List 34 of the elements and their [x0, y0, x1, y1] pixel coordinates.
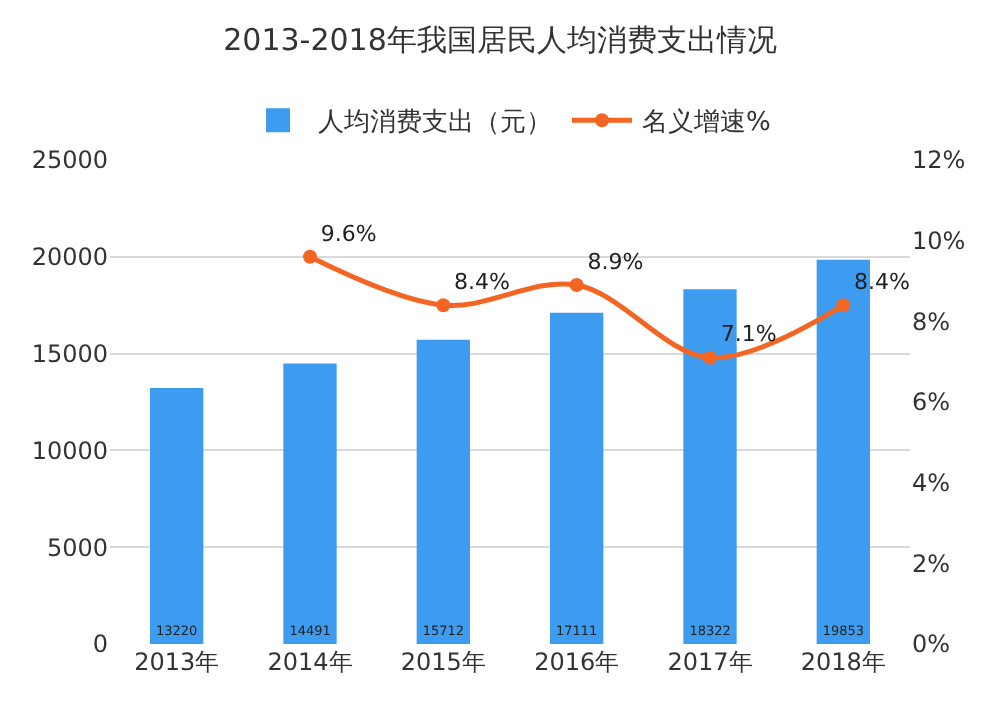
y-tick-label: 10000: [31, 436, 108, 465]
point: [303, 249, 317, 264]
x-tick-label: 2014年: [267, 648, 353, 676]
y-tick-label: 15000: [31, 340, 108, 368]
bar: [150, 388, 204, 644]
legend-label: 人均消费支出（元）: [318, 108, 552, 139]
data-label: 8.9%: [587, 248, 644, 275]
x-tick-label: 2017年: [667, 648, 753, 676]
x-tick-label: 2016年: [534, 648, 620, 676]
data-label: 9.6%: [320, 220, 377, 247]
y2-tick-label: 10%: [912, 227, 966, 256]
y-tick-label: 25000: [31, 146, 108, 175]
y-tick-label: 5000: [46, 533, 108, 562]
legend-label: 名义增速%: [642, 108, 771, 139]
data-label: 8.4%: [454, 268, 510, 295]
y2-tick-label: 0%: [912, 630, 951, 659]
bar: [550, 312, 604, 644]
point: [436, 298, 451, 313]
y2-tick-label: 2%: [912, 549, 951, 578]
y2-tick-label: 4%: [912, 469, 951, 498]
y2-tick-label: 12%: [912, 146, 966, 175]
chart-title: 2013-2018年我国居民人均消费支出情况: [223, 21, 777, 58]
point: [836, 298, 851, 313]
y-tick-label: 20000: [31, 243, 108, 272]
y2-tick-label: 8%: [912, 307, 951, 336]
x-tick-label: 2015年: [400, 648, 486, 676]
point: [569, 278, 584, 293]
bar: [283, 363, 337, 644]
y2-tick-label: 6%: [912, 388, 951, 417]
bar: [416, 339, 470, 644]
x-tick-label: 2013年: [134, 648, 220, 676]
point: [703, 350, 717, 365]
x-tick-label: 2018年: [800, 648, 886, 676]
y-tick-label: 0: [92, 630, 108, 659]
